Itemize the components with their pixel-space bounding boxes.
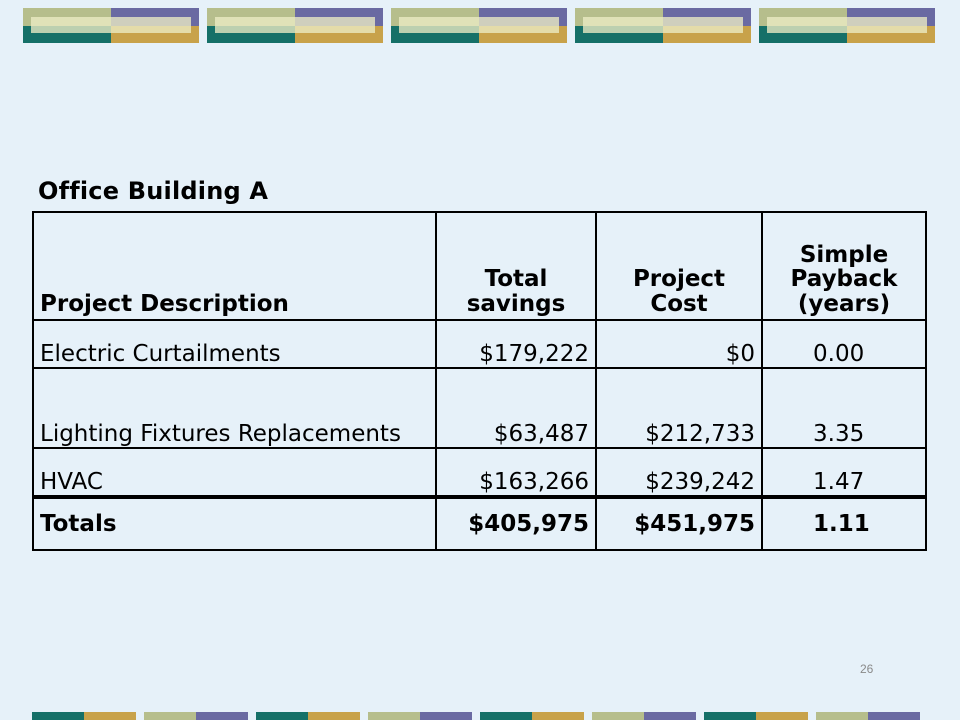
totals-row: Totals $405,975 $451,975 1.11 xyxy=(32,495,927,551)
totals-payback: 1.11 xyxy=(761,495,927,551)
cell-cost: $0 xyxy=(595,319,763,369)
decorative-tile xyxy=(391,8,567,43)
totals-label: Totals xyxy=(32,495,437,551)
totals-cost: $451,975 xyxy=(595,495,763,551)
table-row: HVAC $163,266 $239,242 1.47 xyxy=(32,447,927,498)
cell-savings: $163,266 xyxy=(435,447,597,498)
cell-cost: $239,242 xyxy=(595,447,763,498)
payback-value: 3.35 xyxy=(813,421,865,448)
cell-payback: 0.00 xyxy=(761,319,927,369)
cell-description: Electric Curtailments xyxy=(32,319,437,369)
bottom-decorative-band xyxy=(0,710,960,720)
cell-cost: $212,733 xyxy=(595,367,763,449)
project-table: Project Description Total savings Projec… xyxy=(32,211,927,551)
payback-value: 0.00 xyxy=(813,341,865,368)
top-decorative-band xyxy=(0,0,960,50)
table-row: Lighting Fixtures Replacements $63,487 $… xyxy=(32,367,927,449)
header-total-savings: Total savings xyxy=(435,211,597,321)
cell-savings: $63,487 xyxy=(435,367,597,449)
header-project-cost: Project Cost xyxy=(595,211,763,321)
cell-description: HVAC xyxy=(32,447,437,498)
decorative-tile xyxy=(759,8,935,43)
header-simple-payback: Simple Payback (years) xyxy=(761,211,927,321)
header-project-description: Project Description xyxy=(32,211,437,321)
decorative-tile xyxy=(23,8,199,43)
cell-description: Lighting Fixtures Replacements xyxy=(32,367,437,449)
cell-payback: 1.47 xyxy=(761,447,927,498)
payback-value: 1.11 xyxy=(813,510,870,537)
table-row: Electric Curtailments $179,222 $0 0.00 xyxy=(32,319,927,369)
payback-value: 1.47 xyxy=(813,469,865,496)
decorative-tile xyxy=(207,8,383,43)
cell-savings: $179,222 xyxy=(435,319,597,369)
totals-savings: $405,975 xyxy=(435,495,597,551)
cell-payback: 3.35 xyxy=(761,367,927,449)
table-title: Office Building A xyxy=(38,177,269,205)
page-number: 26 xyxy=(860,662,874,676)
table-header-row: Project Description Total savings Projec… xyxy=(32,211,927,321)
decorative-tile xyxy=(575,8,751,43)
